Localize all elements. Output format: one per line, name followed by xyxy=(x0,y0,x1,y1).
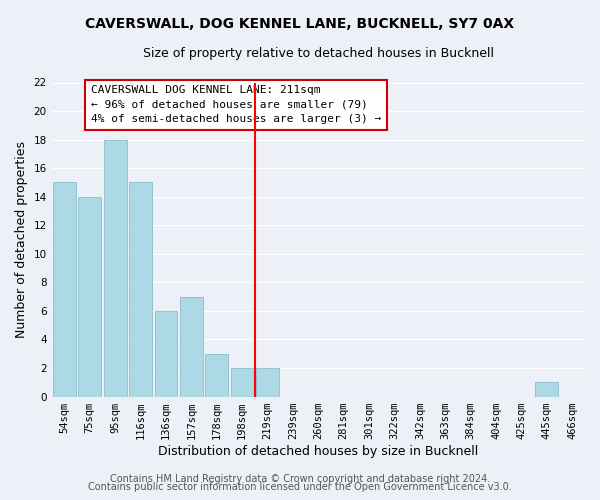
Text: Contains public sector information licensed under the Open Government Licence v3: Contains public sector information licen… xyxy=(88,482,512,492)
Bar xyxy=(53,182,76,396)
Bar xyxy=(129,182,152,396)
Bar xyxy=(79,196,101,396)
Text: CAVERSWALL DOG KENNEL LANE: 211sqm
← 96% of detached houses are smaller (79)
4% : CAVERSWALL DOG KENNEL LANE: 211sqm ← 96%… xyxy=(91,86,381,124)
Bar xyxy=(231,368,254,396)
X-axis label: Distribution of detached houses by size in Bucknell: Distribution of detached houses by size … xyxy=(158,444,478,458)
Bar xyxy=(535,382,559,396)
Y-axis label: Number of detached properties: Number of detached properties xyxy=(15,141,28,338)
Title: Size of property relative to detached houses in Bucknell: Size of property relative to detached ho… xyxy=(143,48,494,60)
Bar xyxy=(180,296,203,396)
Bar xyxy=(104,140,127,396)
Text: Contains HM Land Registry data © Crown copyright and database right 2024.: Contains HM Land Registry data © Crown c… xyxy=(110,474,490,484)
Bar xyxy=(155,311,178,396)
Bar xyxy=(205,354,228,397)
Text: CAVERSWALL, DOG KENNEL LANE, BUCKNELL, SY7 0AX: CAVERSWALL, DOG KENNEL LANE, BUCKNELL, S… xyxy=(85,18,515,32)
Bar xyxy=(256,368,279,396)
